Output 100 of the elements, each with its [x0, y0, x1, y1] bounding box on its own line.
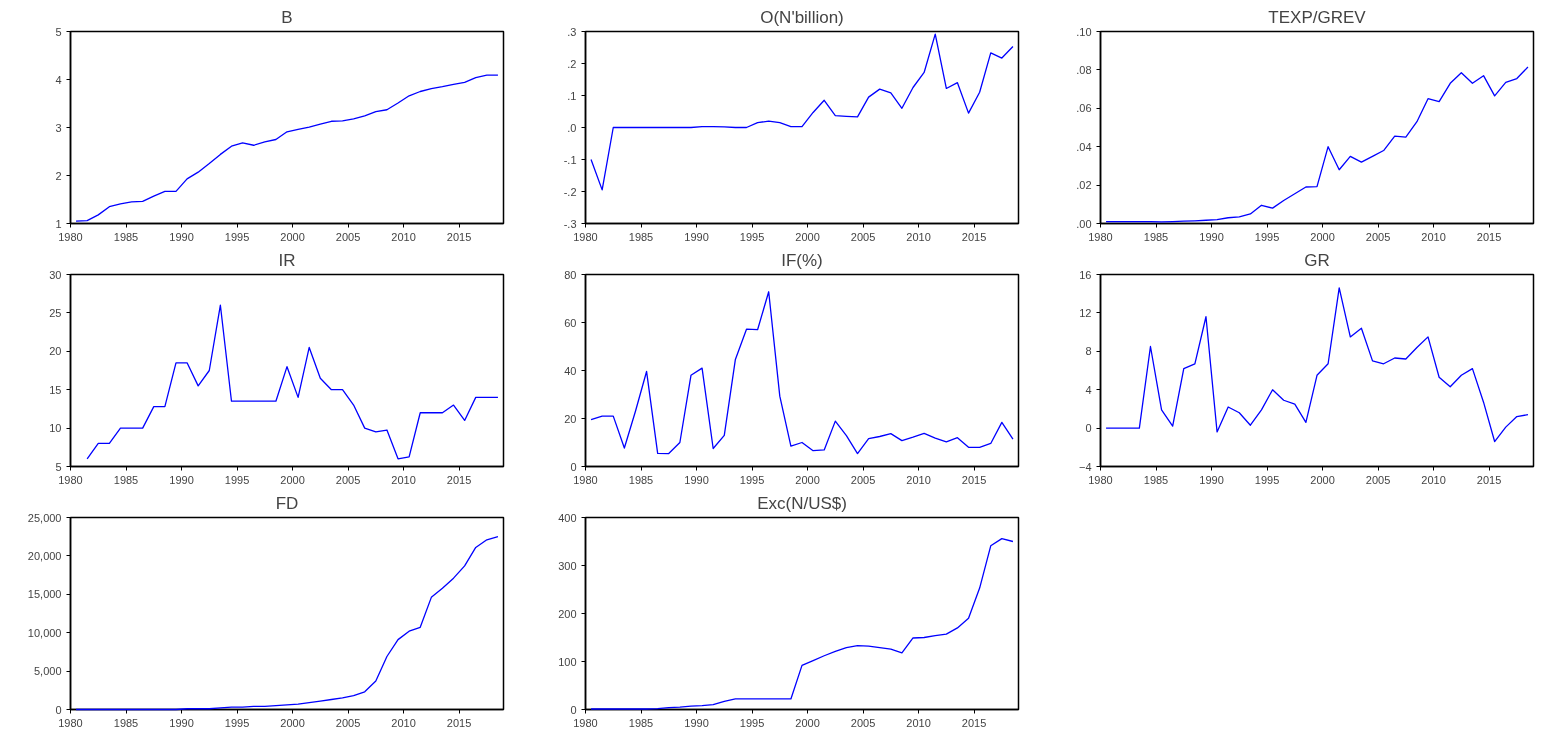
y-tick-label: 10,000: [27, 626, 62, 639]
x-tick-label: 2005: [335, 473, 361, 486]
x-tick-label: 2015: [961, 716, 987, 729]
y-tick-label: 200: [558, 607, 577, 620]
x-tick-label: 1985: [628, 716, 654, 729]
x-tick-label: 2005: [1365, 473, 1391, 486]
chart-title: O(N'billion): [760, 7, 844, 27]
y-tick-label: 80: [564, 268, 577, 281]
y-tick-label: 20: [564, 412, 577, 425]
y-tick-label: 12: [1079, 306, 1092, 319]
x-tick-label: 2005: [850, 230, 876, 243]
x-tick-label: 1985: [113, 716, 139, 729]
x-tick-label: 2010: [1421, 473, 1446, 486]
y-tick-label: 16: [1079, 268, 1092, 281]
y-tick-label: .04: [1076, 140, 1092, 153]
y-tick-label: 1: [55, 217, 62, 230]
y-tick-label: 15: [49, 383, 62, 396]
y-tick-label: .1: [567, 89, 577, 102]
y-tick-label: 4: [1085, 383, 1092, 396]
x-tick-label: 2010: [906, 230, 931, 243]
y-tick-label: 4: [55, 73, 62, 86]
x-tick-label: 1990: [1199, 473, 1224, 486]
x-tick-label: 1990: [169, 473, 194, 486]
chart-title: GR: [1304, 250, 1330, 270]
x-tick-label: 2005: [335, 716, 361, 729]
x-tick-label: 2015: [1476, 230, 1502, 243]
x-tick-label: 1985: [113, 230, 139, 243]
x-tick-label: 2015: [446, 230, 472, 243]
x-tick-label: 1990: [684, 473, 709, 486]
x-tick-label: 2010: [1421, 230, 1446, 243]
x-tick-label: 1995: [224, 230, 250, 243]
y-tick-label: -.1: [563, 153, 577, 166]
y-tick-label: .08: [1076, 63, 1092, 76]
x-tick-label: 1985: [628, 230, 654, 243]
x-tick-label: 2000: [280, 716, 305, 729]
y-tick-label: 3: [55, 121, 62, 134]
x-tick-label: 1980: [573, 230, 598, 243]
y-tick-label: 400: [558, 511, 577, 524]
y-tick-label: .00: [1076, 217, 1092, 230]
x-tick-label: 2010: [391, 473, 416, 486]
x-tick-label: 1995: [739, 473, 765, 486]
x-tick-label: 2000: [280, 230, 305, 243]
y-tick-label: .10: [1076, 25, 1092, 38]
x-tick-label: 2010: [391, 230, 416, 243]
x-tick-label: 2005: [1365, 230, 1391, 243]
x-tick-label: 2005: [850, 473, 876, 486]
x-tick-label: 1985: [1143, 230, 1169, 243]
y-tick-label: 20: [49, 345, 62, 358]
y-tick-label: 25,000: [27, 511, 62, 524]
y-tick-label: 60: [564, 316, 577, 329]
x-tick-label: 1980: [573, 716, 598, 729]
x-tick-label: 1995: [739, 230, 765, 243]
x-tick-label: 2015: [446, 716, 472, 729]
x-tick-label: 1985: [113, 473, 139, 486]
x-tick-label: 2015: [961, 230, 987, 243]
y-tick-label: 25: [49, 306, 62, 319]
y-tick-label: -.3: [563, 217, 577, 230]
x-tick-label: 1980: [573, 473, 598, 486]
y-tick-label: 0: [570, 460, 577, 473]
x-tick-label: 2000: [795, 230, 820, 243]
x-tick-label: 2005: [850, 716, 876, 729]
x-tick-label: 1995: [1254, 230, 1280, 243]
y-tick-label: 0: [1085, 422, 1092, 435]
x-tick-label: 2015: [1476, 473, 1502, 486]
x-tick-label: 1980: [58, 716, 83, 729]
x-tick-label: 2000: [1310, 473, 1335, 486]
x-tick-label: 2010: [906, 716, 931, 729]
y-tick-label: .2: [567, 57, 577, 70]
chart-title: TEXP/GREV: [1268, 7, 1367, 27]
y-tick-label: 20,000: [27, 549, 62, 562]
x-tick-label: 2000: [795, 716, 820, 729]
y-tick-label: 0: [570, 703, 577, 716]
x-tick-label: 1995: [739, 716, 765, 729]
x-tick-label: 1990: [169, 230, 194, 243]
y-tick-label: 0: [55, 703, 62, 716]
x-tick-label: 2010: [391, 716, 416, 729]
chart-title: B: [281, 7, 293, 27]
y-tick-label: −4: [1078, 460, 1092, 473]
y-tick-label: 10: [49, 422, 62, 435]
x-tick-label: 2005: [335, 230, 361, 243]
y-tick-label: 2: [55, 169, 62, 182]
chart-title: FD: [275, 493, 299, 513]
x-tick-label: 2000: [795, 473, 820, 486]
y-tick-label: -.2: [563, 185, 577, 198]
y-tick-label: .3: [567, 25, 577, 38]
x-tick-label: 1980: [58, 473, 83, 486]
chart-title: IR: [278, 250, 296, 270]
y-tick-label: 40: [564, 364, 577, 377]
y-tick-label: 5: [55, 460, 62, 473]
x-tick-label: 2000: [1310, 230, 1335, 243]
chart-title: IF(%): [781, 250, 823, 270]
x-tick-label: 2015: [446, 473, 472, 486]
x-tick-label: 1990: [684, 716, 709, 729]
y-tick-label: 30: [49, 268, 62, 281]
y-tick-label: 5,000: [33, 665, 62, 678]
y-tick-label: .0: [567, 121, 577, 134]
x-tick-label: 2015: [961, 473, 987, 486]
y-tick-label: .02: [1076, 179, 1092, 192]
x-tick-label: 2010: [906, 473, 931, 486]
x-tick-label: 1985: [628, 473, 654, 486]
